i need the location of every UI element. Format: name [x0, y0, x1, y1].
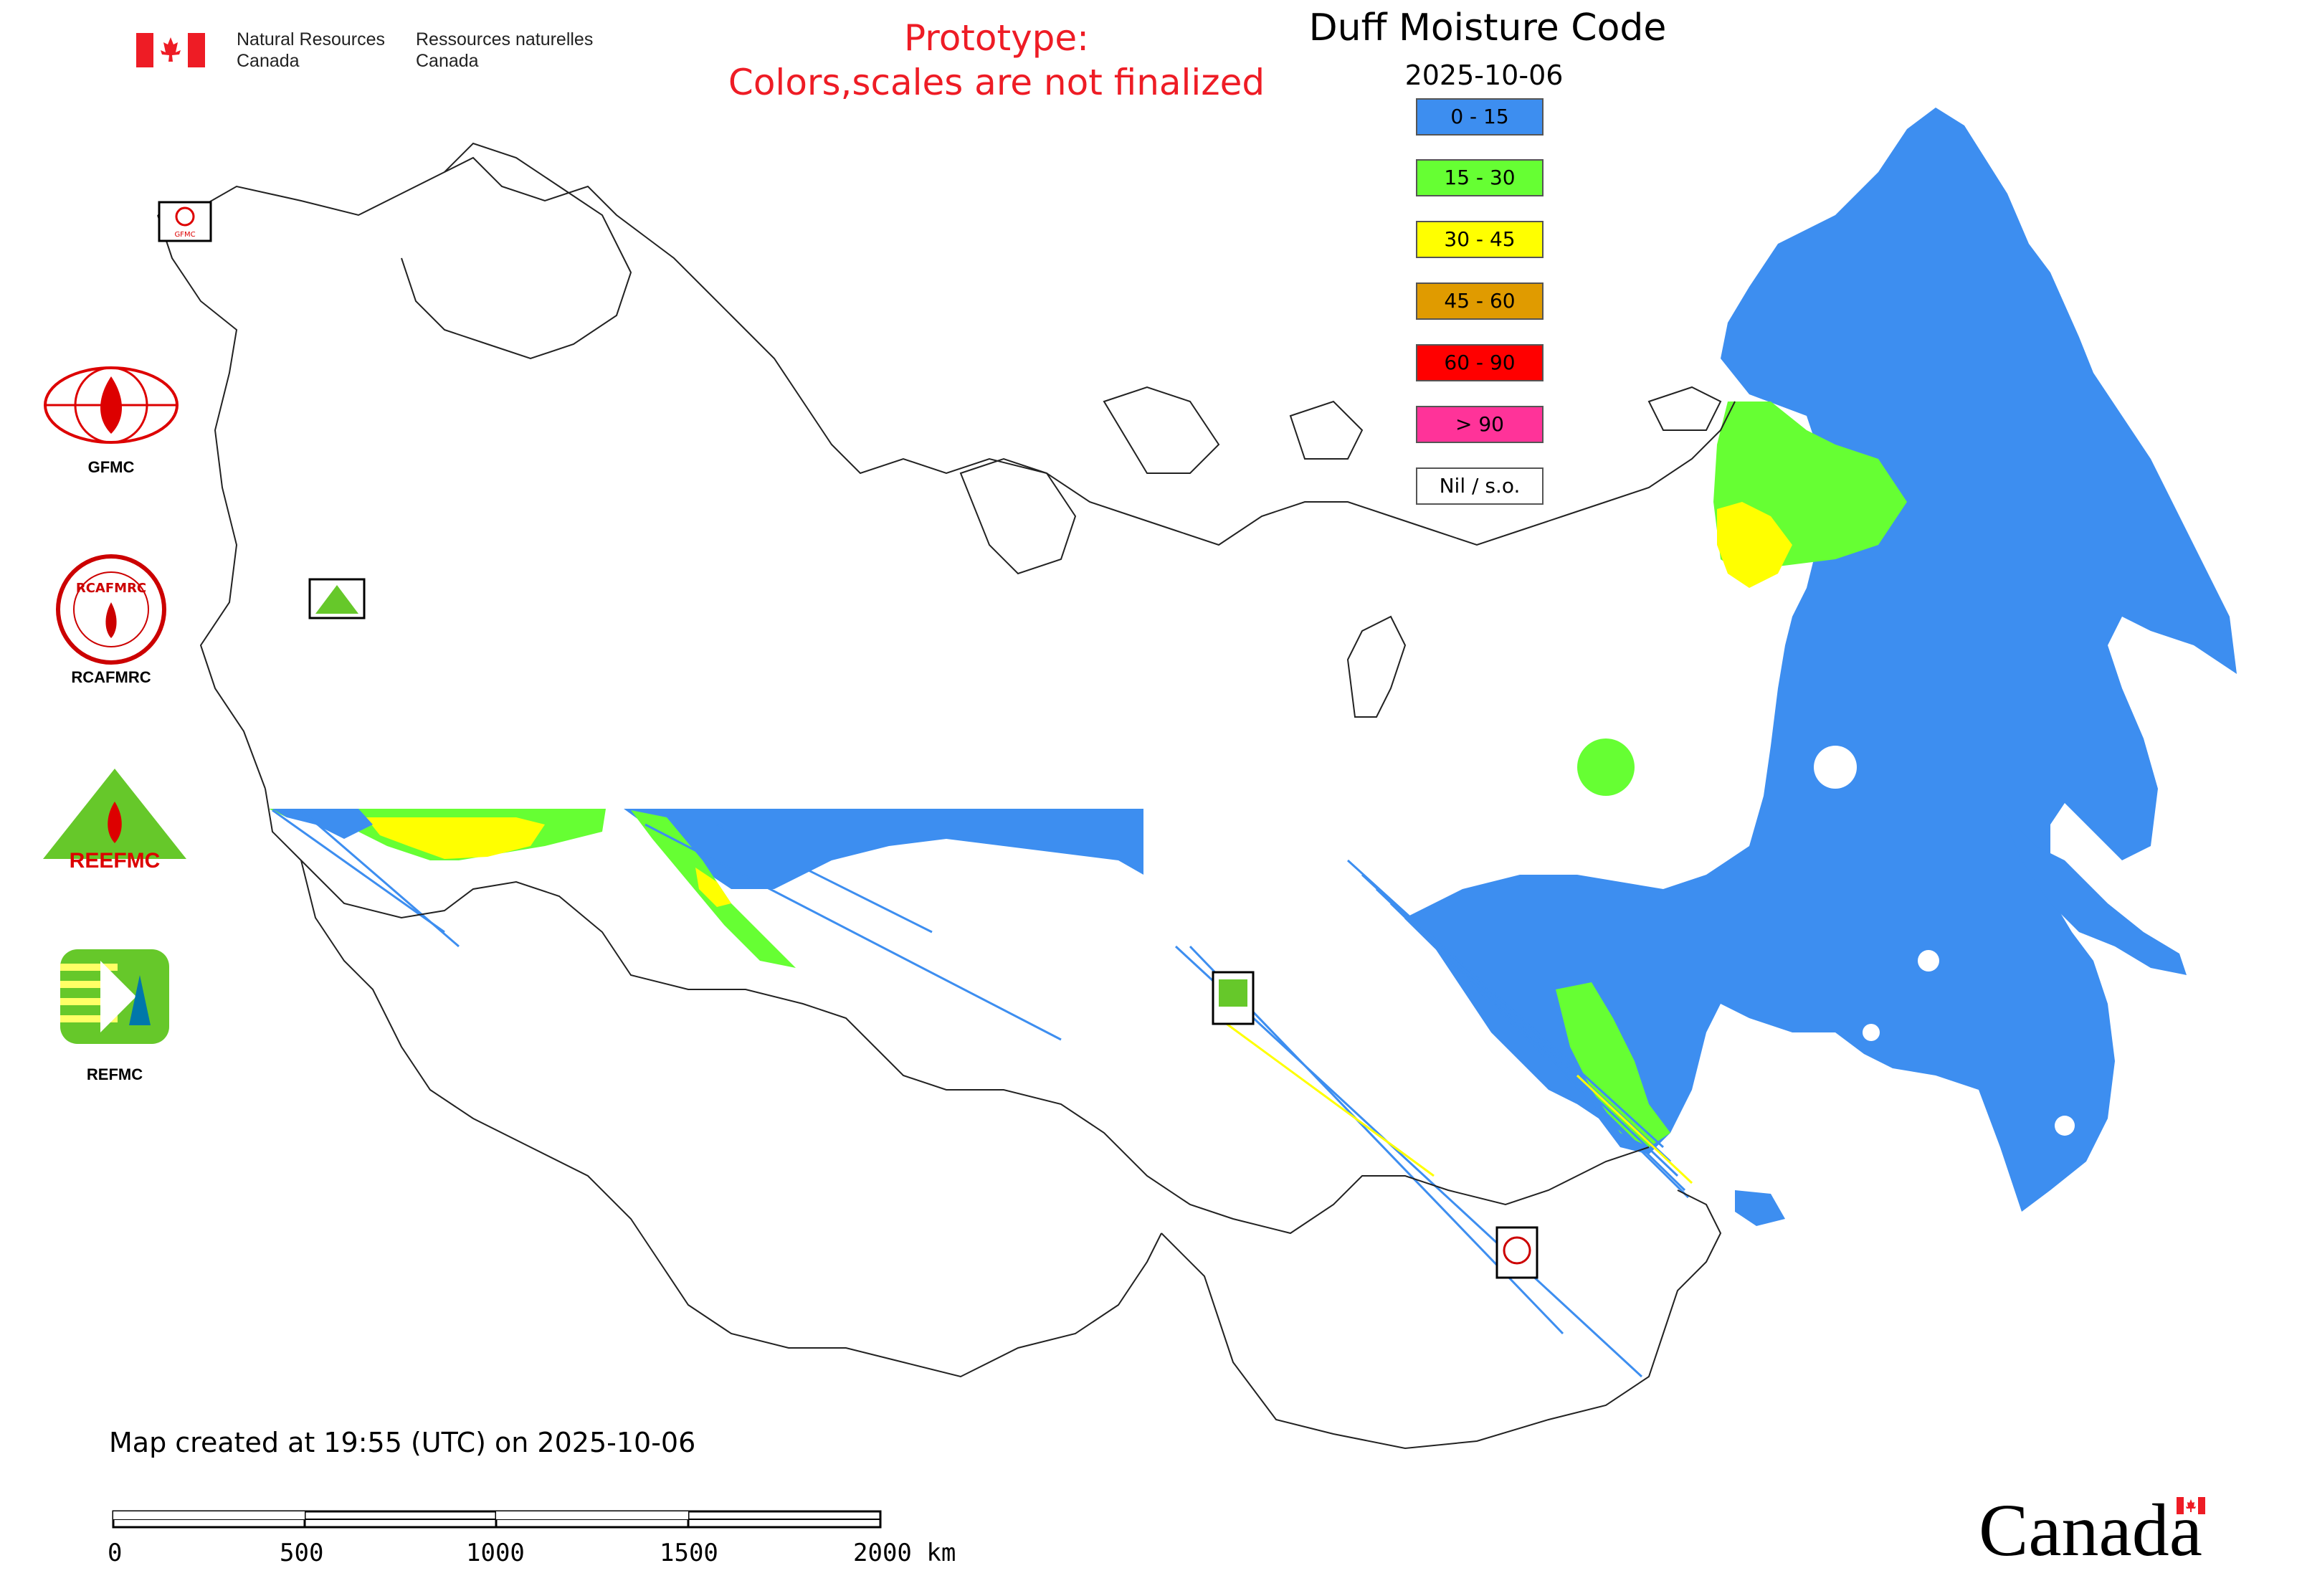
- legend-item-nil: Nil / s.o.: [1416, 467, 1544, 505]
- mongolia-outline: [1161, 1189, 1722, 1450]
- legend-label: > 90: [1455, 412, 1504, 436]
- legend-item-45-60: 45 - 60: [1416, 282, 1544, 320]
- gfmc-label: GFMC: [87, 458, 135, 476]
- lake-hole: [1918, 950, 1939, 972]
- canada-wordmark: Canada: [1979, 1489, 2205, 1572]
- refmc-label: REFMC: [86, 1065, 143, 1083]
- coverage-far-east: [1405, 108, 2237, 1212]
- scale-label-1000: 1000: [466, 1539, 525, 1567]
- scale-label-0: 0: [108, 1539, 123, 1567]
- nrcan-name-fr: Ressources naturelles Canada: [416, 29, 593, 72]
- nrcan-en-line2: Canada: [237, 51, 300, 71]
- coverage-band-west-blue: [272, 809, 373, 839]
- rcafmrc-label: RCAFMRC: [71, 668, 151, 686]
- logo-rcafmrc[interactable]: RCAFMRC RCAFMRC: [39, 552, 183, 695]
- reefmc-logo-icon: REEFMC: [43, 769, 186, 873]
- scandinavia-outline: [401, 142, 632, 360]
- prototype-notice: Prototype: Colors,scales are not finaliz…: [631, 16, 1362, 105]
- lake-hole: [2055, 1116, 2075, 1136]
- map-date: 2025-10-06: [1404, 60, 1564, 91]
- coverage-band-central-yellow: [695, 868, 731, 907]
- coverage-green-southeast: [1556, 982, 1670, 1147]
- nrcan-en-line1: Natural Resources: [237, 29, 386, 49]
- legend-label: 30 - 45: [1444, 227, 1516, 251]
- coverage-kamchatka: [2000, 810, 2187, 975]
- legend-label: 60 - 90: [1444, 351, 1516, 374]
- map-marker-rcafmrc[interactable]: [1495, 1226, 1538, 1279]
- legend-item-0-15: 0 - 15: [1416, 98, 1544, 136]
- lake-hole: [1693, 1106, 1719, 1131]
- nrcan-name-en: Natural Resources Canada: [237, 29, 385, 72]
- legend-item-60-90: 60 - 90: [1416, 344, 1544, 381]
- legend-label: 0 - 15: [1450, 105, 1509, 128]
- diagonal-streaks-yellow: [1218, 1017, 1693, 1184]
- prototype-line2: Colors,scales are not finalized: [728, 62, 1265, 103]
- map-created-timestamp: Map created at 19:55 (UTC) on 2025-10-06: [109, 1427, 696, 1458]
- scale-label-2000: 2000 km: [853, 1539, 956, 1567]
- map-marker-reefmc[interactable]: [308, 578, 366, 619]
- scale-bar: 0 500 1000 1500 2000 km: [108, 1504, 968, 1576]
- baikal-outline: [1346, 615, 1407, 718]
- map-marker-gfmc-label: GFMC: [174, 231, 195, 239]
- canada-wordmark-flag-icon: [2177, 1497, 2205, 1514]
- legend-item-over-90: > 90: [1416, 406, 1544, 443]
- map-title: Duff Moisture Code: [1308, 6, 1667, 49]
- lake-hole: [1814, 746, 1857, 789]
- prototype-line1: Prototype:: [903, 17, 1090, 59]
- map-marker-refmc[interactable]: [1212, 971, 1255, 1025]
- reefmc-wordmark: REEFMC: [70, 849, 161, 873]
- legend-label: Nil / s.o.: [1439, 474, 1521, 498]
- russia-outline: [158, 156, 1736, 546]
- logo-gfmc[interactable]: GFMC: [39, 362, 183, 477]
- rcafmrc-ring-text: RCAFMRC: [76, 581, 146, 596]
- kazakhstan-outline: [300, 860, 1162, 1378]
- logo-reefmc[interactable]: REEFMC: [36, 766, 194, 880]
- coverage-yellow-okhotsk: [1717, 502, 1792, 588]
- rcafmrc-logo-icon: RCAFMRC: [56, 554, 166, 665]
- nrcan-fr-line2: Canada: [416, 51, 479, 71]
- legend-item-30-45: 30 - 45: [1416, 221, 1544, 258]
- legend-item-15-30: 15 - 30: [1416, 159, 1544, 196]
- coverage-band-central: [624, 809, 1143, 889]
- arctic-islands: [959, 386, 1722, 575]
- lake-hole: [1863, 1024, 1880, 1041]
- nrcan-signature: Natural Resources Canada Ressources natu…: [136, 29, 624, 79]
- gfmc-logo-icon: [44, 366, 179, 444]
- coverage-band-west-yellow: [366, 817, 545, 859]
- logo-refmc[interactable]: REFMC: [57, 946, 201, 1090]
- russia-south-border: [265, 788, 1650, 1235]
- scale-bar-graphic: [112, 1510, 882, 1529]
- legend-label: 15 - 30: [1444, 166, 1516, 189]
- nrcan-fr-line1: Ressources naturelles: [416, 29, 594, 49]
- coverage-green-island: [1577, 738, 1635, 796]
- coverage-sakhalin: [1735, 1190, 1785, 1226]
- legend-label: 45 - 60: [1444, 289, 1516, 313]
- canada-wordmark-text: Canada: [1979, 1489, 2202, 1572]
- canada-flag-icon: [136, 33, 205, 67]
- map-marker-gfmc[interactable]: GFMC: [158, 201, 212, 242]
- refmc-logo-icon: [60, 949, 169, 1044]
- europe-outline: [157, 214, 266, 789]
- scale-label-500: 500: [280, 1539, 324, 1567]
- scale-label-1500: 1500: [660, 1539, 718, 1567]
